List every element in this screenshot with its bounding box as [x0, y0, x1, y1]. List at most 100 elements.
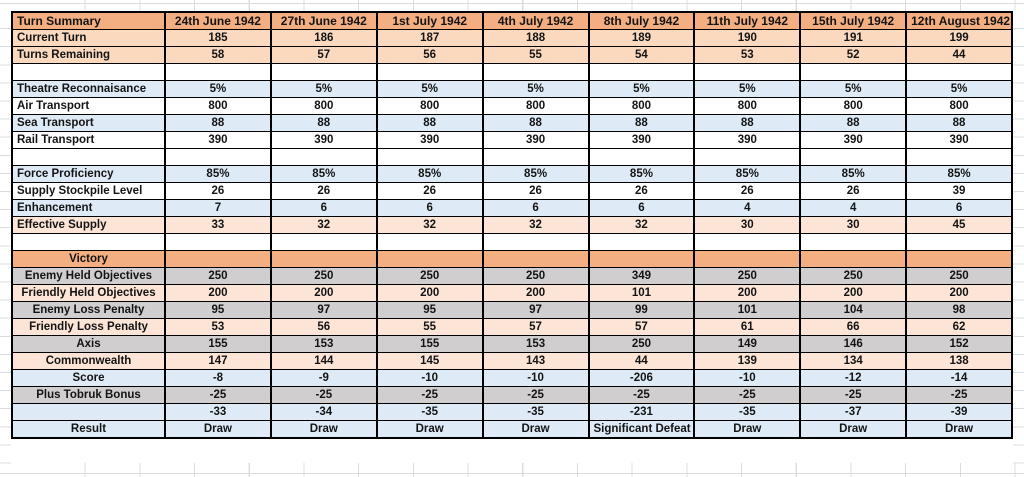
value-cell[interactable]: 5%	[269, 80, 378, 98]
sea-transport-label-cell[interactable]: Sea Transport	[11, 114, 166, 132]
value-cell[interactable]: 200	[481, 284, 590, 302]
value-cell[interactable]: 56	[375, 46, 484, 64]
value-cell[interactable]: 55	[481, 46, 590, 64]
value-cell[interactable]: 30	[693, 216, 802, 234]
value-cell[interactable]: 250	[905, 267, 1013, 285]
value-cell[interactable]: 44	[905, 46, 1013, 64]
air-transport-label-cell[interactable]: Air Transport	[11, 97, 166, 115]
value-cell[interactable]	[375, 250, 484, 268]
value-cell[interactable]: 143	[481, 352, 590, 370]
value-cell[interactable]: 55	[375, 318, 484, 336]
rail-transport-label-cell[interactable]: Rail Transport	[11, 131, 166, 149]
date-header-cell[interactable]: 4th July 1942	[481, 11, 590, 30]
value-cell[interactable]: -35	[481, 403, 590, 421]
value-cell[interactable]: 200	[799, 284, 908, 302]
value-cell[interactable]: 200	[693, 284, 802, 302]
value-cell[interactable]: 4	[799, 199, 908, 217]
force-proficiency-label-cell[interactable]: Force Proficiency	[11, 165, 166, 183]
value-cell[interactable]: 99	[587, 301, 696, 319]
value-cell[interactable]: 85%	[375, 165, 484, 183]
value-cell[interactable]: 32	[587, 216, 696, 234]
date-header-cell[interactable]: 8th July 1942	[587, 11, 696, 30]
value-cell[interactable]: 144	[269, 352, 378, 370]
value-cell[interactable]: 85%	[799, 165, 908, 183]
value-cell[interactable]: 101	[587, 284, 696, 302]
date-header-cell[interactable]: 11th July 1942	[693, 11, 802, 30]
value-cell[interactable]: 98	[905, 301, 1013, 319]
current-turn-label-cell[interactable]: Current Turn	[11, 29, 166, 47]
axis-label-cell[interactable]: Axis	[11, 335, 166, 353]
value-cell[interactable]: 800	[269, 97, 378, 115]
value-cell[interactable]: 190	[693, 29, 802, 47]
value-cell[interactable]: 58	[164, 46, 272, 64]
score-label-cell[interactable]: Score	[11, 369, 166, 387]
effective-supply-label-cell[interactable]: Effective Supply	[11, 216, 166, 234]
value-cell[interactable]: Draw	[905, 420, 1013, 439]
value-cell[interactable]	[481, 233, 590, 251]
value-cell[interactable]: -25	[693, 386, 802, 404]
value-cell[interactable]: 390	[481, 131, 590, 149]
enemy-loss-penalty-label-cell[interactable]: Enemy Loss Penalty	[11, 301, 166, 319]
value-cell[interactable]	[587, 148, 696, 166]
value-cell[interactable]: 390	[693, 131, 802, 149]
value-cell[interactable]: 5%	[587, 80, 696, 98]
value-cell[interactable]	[269, 250, 378, 268]
value-cell[interactable]: 6	[481, 199, 590, 217]
value-cell[interactable]: 390	[799, 131, 908, 149]
value-cell[interactable]: 97	[481, 301, 590, 319]
victory-label-cell[interactable]: Victory	[11, 250, 166, 268]
value-cell[interactable]	[905, 63, 1013, 81]
value-cell[interactable]: -35	[693, 403, 802, 421]
value-cell[interactable]	[375, 148, 484, 166]
value-cell[interactable]: 800	[481, 97, 590, 115]
value-cell[interactable]: 155	[375, 335, 484, 353]
value-cell[interactable]: 250	[164, 267, 272, 285]
value-cell[interactable]	[905, 148, 1013, 166]
value-cell[interactable]: 95	[375, 301, 484, 319]
value-cell[interactable]: 200	[269, 284, 378, 302]
value-cell[interactable]: 88	[799, 114, 908, 132]
value-cell[interactable]: 5%	[375, 80, 484, 98]
value-cell[interactable]: Draw	[164, 420, 272, 439]
value-cell[interactable]: 101	[693, 301, 802, 319]
value-cell[interactable]	[693, 250, 802, 268]
value-cell[interactable]: -25	[164, 386, 272, 404]
value-cell[interactable]: Draw	[799, 420, 908, 439]
value-cell[interactable]: -25	[799, 386, 908, 404]
empty-label-cell[interactable]	[11, 63, 166, 81]
date-header-cell[interactable]: 24th June 1942	[164, 11, 272, 30]
value-cell[interactable]: 800	[164, 97, 272, 115]
empty-label-cell[interactable]	[11, 233, 166, 251]
value-cell[interactable]	[693, 63, 802, 81]
value-cell[interactable]: 4	[693, 199, 802, 217]
value-cell[interactable]	[375, 233, 484, 251]
value-cell[interactable]: 390	[375, 131, 484, 149]
value-cell[interactable]: 390	[587, 131, 696, 149]
value-cell[interactable]: 188	[481, 29, 590, 47]
value-cell[interactable]: 153	[481, 335, 590, 353]
value-cell[interactable]	[587, 63, 696, 81]
theatre-reconnaisance-label-cell[interactable]: Theatre Reconnaisance	[11, 80, 166, 98]
value-cell[interactable]: 57	[481, 318, 590, 336]
friendly-held-objectives-label-cell[interactable]: Friendly Held Objectives	[11, 284, 166, 302]
supply-stockpile-level-label-cell[interactable]: Supply Stockpile Level	[11, 182, 166, 200]
date-header-cell[interactable]: 27th June 1942	[269, 11, 378, 30]
value-cell[interactable]: 153	[269, 335, 378, 353]
value-cell[interactable]	[269, 148, 378, 166]
value-cell[interactable]: -9	[269, 369, 378, 387]
value-cell[interactable]: -12	[799, 369, 908, 387]
value-cell[interactable]: 61	[693, 318, 802, 336]
value-cell[interactable]: 26	[269, 182, 378, 200]
value-cell[interactable]: 88	[481, 114, 590, 132]
value-cell[interactable]: 39	[905, 182, 1013, 200]
value-cell[interactable]: -25	[269, 386, 378, 404]
value-cell[interactable]	[799, 250, 908, 268]
value-cell[interactable]: 5%	[481, 80, 590, 98]
value-cell[interactable]	[905, 250, 1013, 268]
value-cell[interactable]: 88	[905, 114, 1013, 132]
value-cell[interactable]: 149	[693, 335, 802, 353]
value-cell[interactable]: 88	[164, 114, 272, 132]
value-cell[interactable]: 186	[269, 29, 378, 47]
value-cell[interactable]: 200	[905, 284, 1013, 302]
value-cell[interactable]: 95	[164, 301, 272, 319]
